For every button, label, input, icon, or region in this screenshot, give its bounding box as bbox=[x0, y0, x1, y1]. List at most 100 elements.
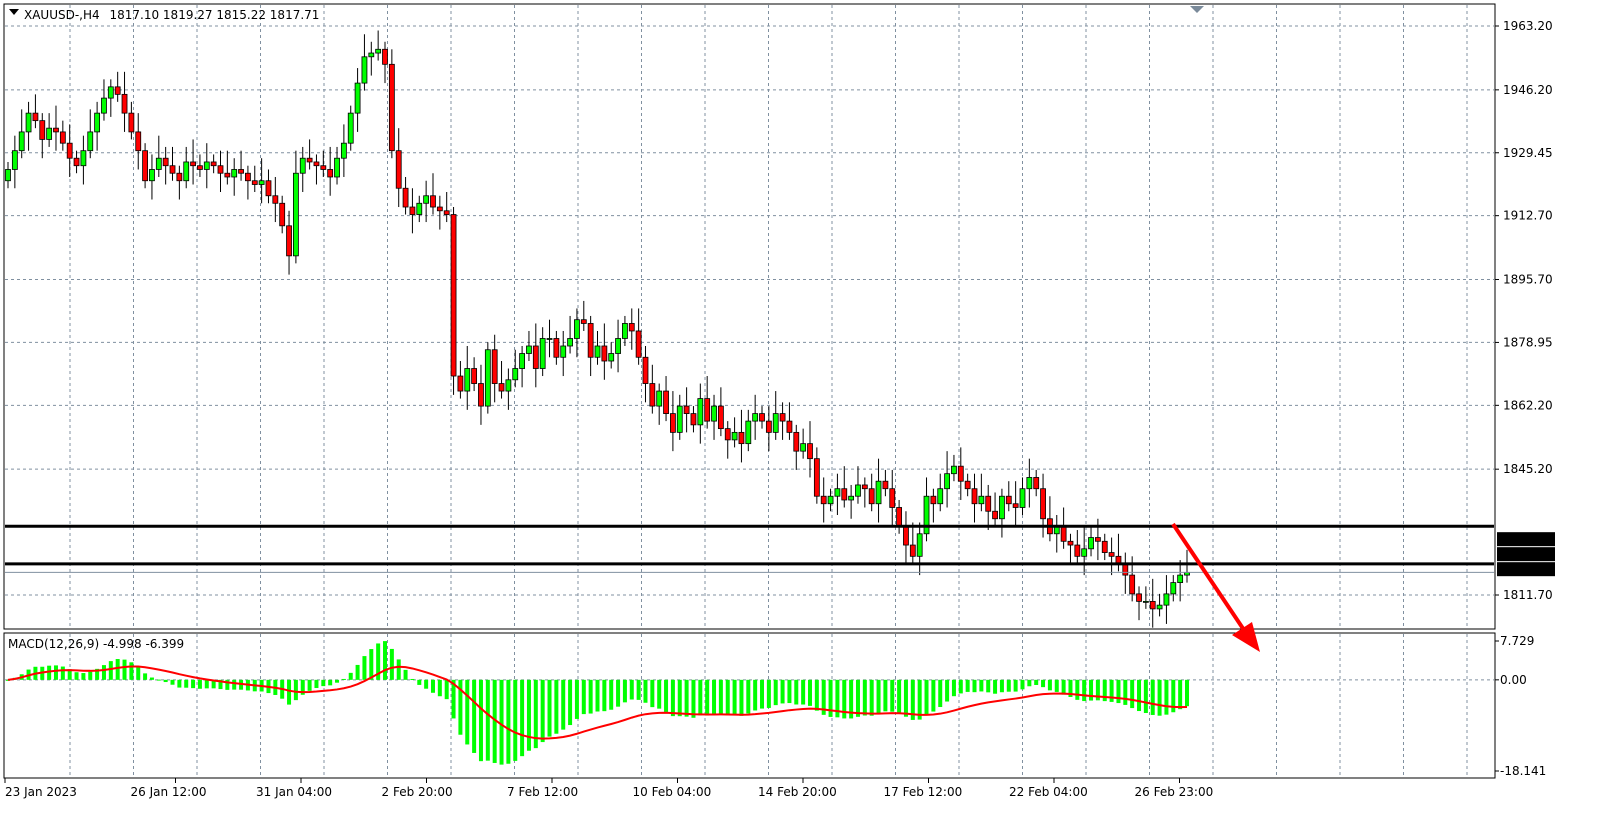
candle bbox=[183, 161, 190, 182]
macd-bar bbox=[568, 679, 573, 726]
macd-bar bbox=[993, 679, 998, 694]
macd-bar bbox=[999, 679, 1004, 693]
candle bbox=[238, 169, 244, 174]
macd-bar bbox=[47, 665, 52, 680]
time-label: 14 Feb 20:00 bbox=[758, 785, 837, 799]
macd-bar bbox=[1178, 679, 1183, 710]
candle bbox=[820, 495, 827, 505]
candle bbox=[951, 465, 957, 475]
macd-bar bbox=[1137, 679, 1142, 712]
macd-bar bbox=[533, 679, 538, 749]
macd-bar bbox=[1047, 679, 1052, 691]
chart-header: XAUUSD-,H4 1817.10 1819.27 1815.22 1817.… bbox=[24, 8, 319, 22]
candle bbox=[409, 206, 416, 215]
candle bbox=[1005, 495, 1012, 505]
candle bbox=[670, 413, 676, 433]
candle bbox=[265, 180, 272, 197]
candle bbox=[142, 150, 148, 182]
macd-bar bbox=[74, 672, 79, 680]
shift-marker-icon[interactable] bbox=[1190, 6, 1204, 13]
macd-bar bbox=[478, 679, 483, 762]
candle bbox=[484, 349, 491, 407]
macd-bar bbox=[163, 679, 168, 683]
candle bbox=[875, 480, 882, 505]
macd-bar bbox=[177, 679, 182, 688]
candle bbox=[361, 56, 368, 84]
macd-bar bbox=[369, 649, 374, 680]
macd-axis-label: 0.00 bbox=[1500, 673, 1527, 687]
price-label: 1963.20 bbox=[1503, 19, 1553, 33]
macd-bar bbox=[794, 679, 799, 705]
macd-bar bbox=[547, 679, 552, 737]
macd-bar bbox=[307, 679, 312, 691]
candle bbox=[80, 150, 87, 167]
macd-bar bbox=[300, 679, 305, 695]
macd-bar bbox=[520, 679, 525, 757]
candle bbox=[299, 157, 306, 174]
macd-bar bbox=[835, 679, 840, 718]
candle bbox=[539, 338, 546, 369]
macd-bar bbox=[1143, 679, 1148, 713]
candle bbox=[738, 431, 745, 445]
macd-bar bbox=[430, 679, 435, 693]
macd-bar bbox=[321, 679, 326, 687]
time-axis: 23 Jan 2023 26 Jan 12:00 31 Jan 04:00 2 Feb… bbox=[4, 778, 1213, 799]
price-label: 1845.20 bbox=[1503, 462, 1553, 476]
candle bbox=[1026, 477, 1033, 490]
candle bbox=[224, 172, 231, 178]
macd-bar bbox=[383, 641, 388, 680]
candle bbox=[999, 495, 1005, 520]
macd-bar bbox=[67, 669, 72, 680]
macd-bar bbox=[677, 679, 682, 717]
macd-bar bbox=[1075, 679, 1080, 700]
candle bbox=[971, 488, 978, 505]
macd-bar bbox=[746, 679, 751, 714]
macd-label: MACD(12,26,9) -4.998 -6.399 bbox=[8, 637, 184, 651]
macd-bar bbox=[890, 679, 895, 712]
candle bbox=[423, 195, 430, 204]
dropdown-triangle-icon[interactable] bbox=[9, 9, 19, 15]
candle bbox=[882, 480, 889, 490]
candle bbox=[587, 323, 594, 358]
macd-bar bbox=[355, 664, 360, 680]
macd-bar bbox=[437, 679, 442, 697]
candle bbox=[1101, 540, 1108, 553]
macd-bar bbox=[869, 679, 874, 716]
macd-bar bbox=[588, 679, 593, 714]
candle bbox=[478, 383, 484, 407]
candle bbox=[519, 353, 525, 369]
macd-bar bbox=[917, 679, 922, 720]
candle bbox=[532, 345, 539, 369]
time-label: 26 Jan 12:00 bbox=[131, 785, 207, 799]
macd-bar bbox=[883, 679, 888, 712]
candle bbox=[546, 338, 553, 340]
candle bbox=[909, 544, 916, 557]
candle bbox=[697, 398, 704, 426]
candle bbox=[114, 86, 121, 95]
candle bbox=[402, 187, 409, 208]
candle bbox=[471, 368, 478, 384]
candle bbox=[121, 93, 128, 114]
macd-bar bbox=[1185, 679, 1189, 707]
macd-bar bbox=[341, 678, 346, 680]
macd-bar bbox=[293, 679, 298, 701]
candle bbox=[1040, 488, 1046, 520]
candle bbox=[18, 131, 25, 152]
time-label: 2 Feb 20:00 bbox=[382, 785, 453, 799]
candle bbox=[1060, 525, 1067, 542]
candle bbox=[176, 172, 183, 182]
down-arrow-icon[interactable] bbox=[1232, 622, 1260, 652]
candle bbox=[169, 165, 176, 174]
candle bbox=[190, 161, 196, 167]
candle bbox=[1108, 552, 1115, 557]
candle bbox=[25, 112, 32, 133]
macd-bar bbox=[801, 679, 806, 705]
macd-bar bbox=[1006, 679, 1011, 692]
macd-bar bbox=[225, 679, 230, 690]
down-arrow-shaft[interactable] bbox=[1171, 522, 1250, 638]
candle bbox=[526, 345, 532, 354]
time-label: 7 Feb 12:00 bbox=[507, 785, 578, 799]
